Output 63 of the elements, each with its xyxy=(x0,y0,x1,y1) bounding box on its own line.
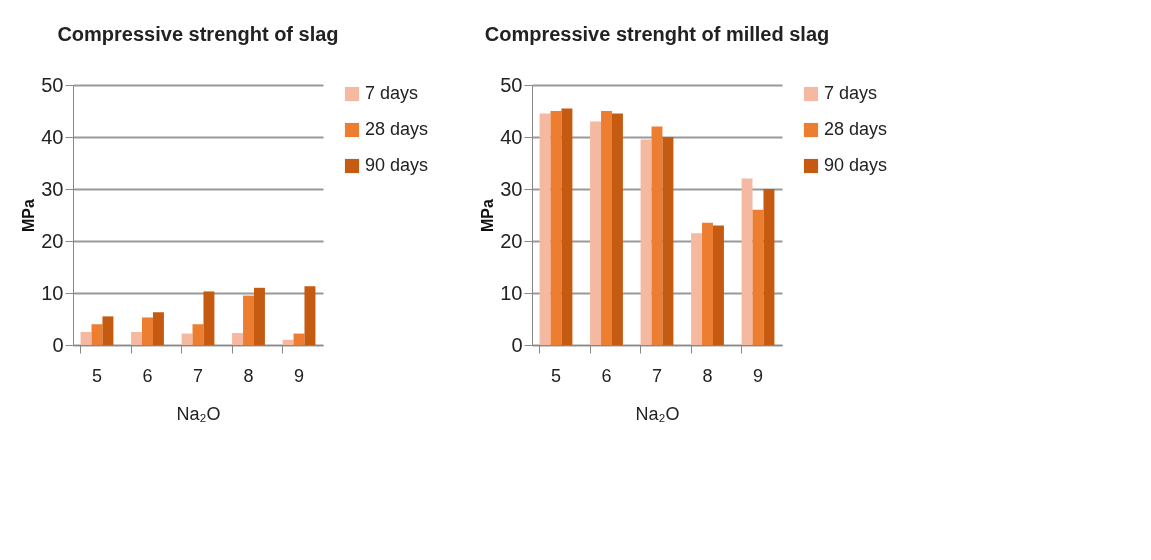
y-tick-label: 0 xyxy=(511,333,523,356)
bar xyxy=(611,113,623,345)
y-tick-label: 30 xyxy=(500,177,523,200)
bar xyxy=(561,108,573,345)
chart-title: Compressive strenght of slag xyxy=(57,23,339,45)
y-tick-label: 40 xyxy=(41,125,64,148)
x-tick-label: 6 xyxy=(142,365,153,386)
bar xyxy=(691,233,703,345)
bar xyxy=(91,324,103,345)
x-axis-title: Na₂O xyxy=(176,403,221,424)
y-axis-title: MPa xyxy=(20,198,38,232)
legend-label: 28 days xyxy=(824,119,888,139)
bar xyxy=(181,333,193,345)
chart-title: Compressive strenght of milled slag xyxy=(484,23,830,45)
x-tick-label: 8 xyxy=(702,365,713,386)
bar xyxy=(539,113,551,345)
y-tick-label: 50 xyxy=(41,73,64,96)
bar xyxy=(741,178,753,345)
bar xyxy=(80,332,92,345)
bar xyxy=(243,295,254,345)
bar xyxy=(192,324,204,345)
bar xyxy=(590,121,602,345)
y-tick-label: 10 xyxy=(500,281,523,304)
bar xyxy=(131,332,143,345)
bar xyxy=(142,317,153,345)
legend-label: 90 days xyxy=(365,155,429,175)
x-tick-label: 5 xyxy=(91,365,102,386)
x-axis-title: Na₂O xyxy=(635,403,680,424)
x-tick-label: 6 xyxy=(601,365,612,386)
x-tick-label: 5 xyxy=(550,365,561,386)
bar xyxy=(702,222,713,345)
y-tick-label: 20 xyxy=(500,229,523,252)
bar xyxy=(752,209,764,345)
y-tick-label: 10 xyxy=(41,281,64,304)
bar xyxy=(282,339,294,345)
bar xyxy=(253,287,265,345)
y-tick-label: 30 xyxy=(41,177,64,200)
legend-label: 7 days xyxy=(365,83,419,103)
bar xyxy=(601,111,612,345)
bar xyxy=(304,286,316,345)
legend-label: 7 days xyxy=(824,83,878,103)
x-tick-label: 9 xyxy=(753,365,764,386)
bar xyxy=(712,225,724,345)
y-tick-label: 50 xyxy=(500,73,523,96)
bar xyxy=(763,189,775,345)
bar xyxy=(550,111,562,345)
legend-label: 28 days xyxy=(365,119,429,139)
y-tick-label: 20 xyxy=(41,229,64,252)
x-tick-label: 8 xyxy=(243,365,254,386)
x-tick-label: 9 xyxy=(294,365,305,386)
bar xyxy=(640,139,652,345)
bar xyxy=(102,316,114,345)
x-tick-label: 7 xyxy=(651,365,663,386)
bar xyxy=(662,137,674,345)
y-tick-label: 40 xyxy=(500,125,523,148)
x-tick-label: 7 xyxy=(192,365,204,386)
bar xyxy=(152,312,164,345)
bar xyxy=(651,126,663,345)
legend-label: 90 days xyxy=(824,155,888,175)
bar xyxy=(232,333,244,345)
bar xyxy=(203,291,215,345)
y-axis-title: MPa xyxy=(479,198,497,232)
y-tick-label: 0 xyxy=(52,333,64,356)
